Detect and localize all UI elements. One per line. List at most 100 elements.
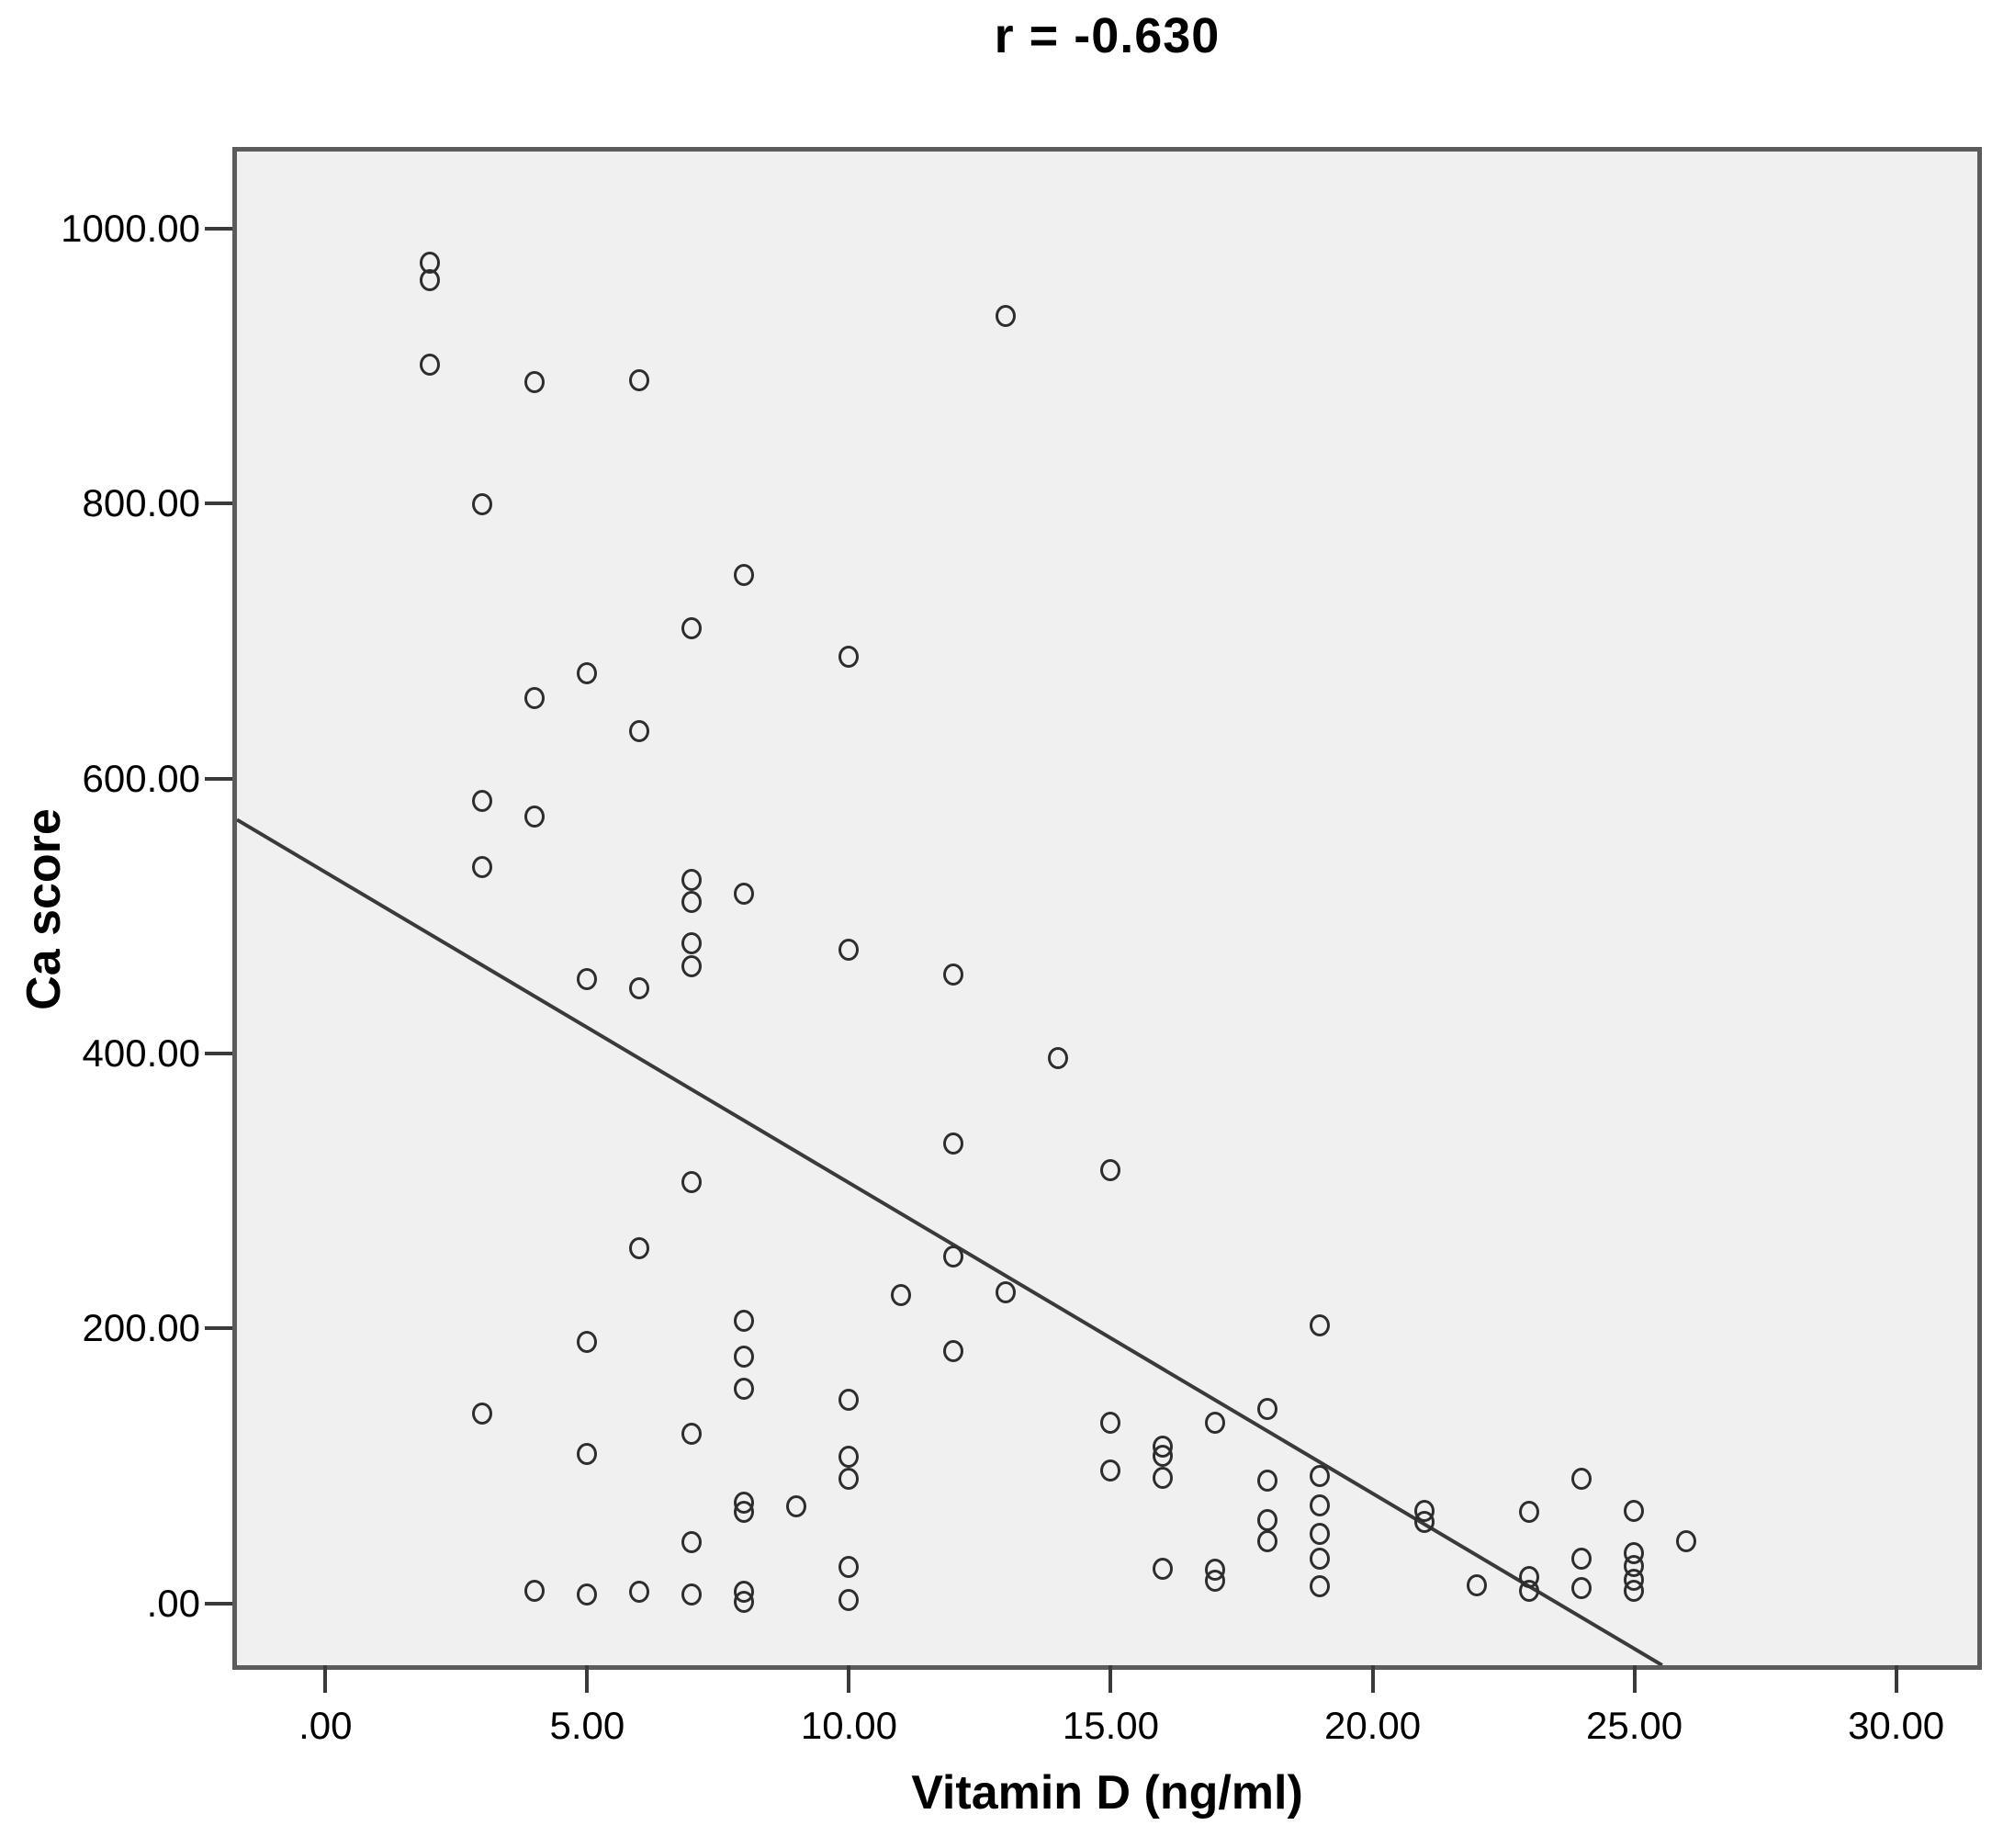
data-point — [733, 1310, 754, 1333]
data-point — [838, 1468, 859, 1491]
data-point — [1099, 1158, 1120, 1181]
x-tick-label: 20.00 — [1323, 1704, 1422, 1747]
data-point — [1153, 1466, 1173, 1489]
data-point — [1310, 1493, 1331, 1516]
x-tick-mark — [585, 1665, 590, 1693]
data-point — [1676, 1529, 1697, 1552]
data-point — [1205, 1412, 1225, 1435]
data-point — [1571, 1576, 1592, 1599]
x-tick-label: .00 — [298, 1704, 353, 1747]
data-point — [838, 1388, 859, 1411]
data-point — [1153, 1557, 1173, 1580]
data-point — [942, 1245, 963, 1268]
data-point — [838, 939, 859, 962]
y-tick-mark — [205, 1601, 232, 1606]
y-tick-label: 200.00 — [82, 1306, 200, 1350]
data-point — [1624, 1499, 1645, 1522]
x-tick-mark — [1370, 1665, 1375, 1693]
data-point — [733, 563, 754, 586]
data-point — [1205, 1570, 1225, 1593]
data-point — [471, 1402, 492, 1425]
data-point — [419, 353, 440, 376]
data-point — [942, 1340, 963, 1363]
data-point — [576, 1443, 597, 1466]
data-point — [471, 493, 492, 516]
data-point — [471, 790, 492, 813]
data-point — [733, 1377, 754, 1400]
data-point — [890, 1283, 911, 1306]
data-point — [681, 616, 702, 639]
y-tick-label: .00 — [146, 1581, 200, 1625]
data-point — [1257, 1398, 1278, 1421]
data-point — [995, 305, 1016, 328]
data-point — [785, 1495, 806, 1518]
x-tick-mark — [323, 1665, 328, 1693]
y-tick-mark — [205, 776, 232, 781]
data-point — [523, 805, 545, 828]
x-tick-label: 30.00 — [1848, 1704, 1945, 1747]
data-point — [681, 931, 702, 954]
data-point — [995, 1280, 1016, 1303]
data-point — [1414, 1510, 1435, 1533]
data-point — [681, 1531, 702, 1554]
data-point — [681, 1423, 702, 1446]
data-point — [838, 646, 859, 669]
data-point — [1257, 1469, 1278, 1492]
data-point — [1310, 1548, 1331, 1571]
y-tick-label: 600.00 — [82, 756, 200, 800]
x-tick-mark — [1109, 1665, 1113, 1693]
x-tick-label: 10.00 — [800, 1704, 897, 1747]
data-point — [471, 856, 492, 879]
data-point — [1099, 1459, 1120, 1482]
y-tick-label: 400.00 — [82, 1031, 200, 1075]
data-point — [942, 1132, 963, 1155]
data-point — [1467, 1573, 1488, 1596]
data-point — [628, 1581, 649, 1604]
data-point — [419, 269, 440, 292]
data-point — [1153, 1444, 1173, 1467]
y-tick-label: 1000.00 — [61, 206, 200, 250]
data-point — [942, 963, 963, 986]
data-point — [523, 1579, 545, 1602]
data-point — [1310, 1465, 1331, 1488]
trendline-layer — [237, 817, 1663, 1665]
data-point — [1519, 1579, 1540, 1602]
x-axis-title: Vitamin D (ng/ml) — [911, 1766, 1303, 1820]
y-tick-mark — [205, 1326, 232, 1331]
data-point — [838, 1556, 859, 1579]
data-point — [1571, 1468, 1592, 1491]
data-point — [1310, 1523, 1331, 1546]
data-point — [576, 1330, 597, 1353]
data-point — [1571, 1548, 1592, 1571]
data-point — [733, 1501, 754, 1524]
data-point — [576, 967, 597, 990]
data-point — [1624, 1579, 1645, 1602]
data-point — [733, 882, 754, 905]
x-tick-label: 25.00 — [1586, 1704, 1683, 1747]
data-point — [681, 890, 702, 913]
data-point — [681, 955, 702, 978]
x-tick-mark — [847, 1665, 851, 1693]
data-point — [733, 1590, 754, 1613]
x-tick-mark — [1894, 1665, 1898, 1693]
data-point — [1310, 1575, 1331, 1598]
data-point — [1519, 1501, 1540, 1524]
x-tick-mark — [1632, 1665, 1637, 1693]
data-point — [838, 1446, 859, 1469]
data-point — [1047, 1047, 1068, 1070]
y-tick-mark — [205, 1051, 232, 1055]
data-point — [628, 720, 649, 743]
y-axis-title: Ca score — [17, 808, 71, 1010]
data-point — [1310, 1313, 1331, 1336]
regression-line — [237, 817, 1663, 1665]
x-tick-label: 15.00 — [1062, 1704, 1160, 1747]
data-point — [576, 662, 597, 685]
data-point — [681, 1583, 702, 1606]
data-point — [576, 1583, 597, 1606]
y-tick-mark — [205, 501, 232, 506]
y-tick-mark — [205, 226, 232, 231]
data-point — [1257, 1529, 1278, 1552]
data-point — [681, 1171, 702, 1194]
y-tick-label: 800.00 — [82, 481, 200, 525]
